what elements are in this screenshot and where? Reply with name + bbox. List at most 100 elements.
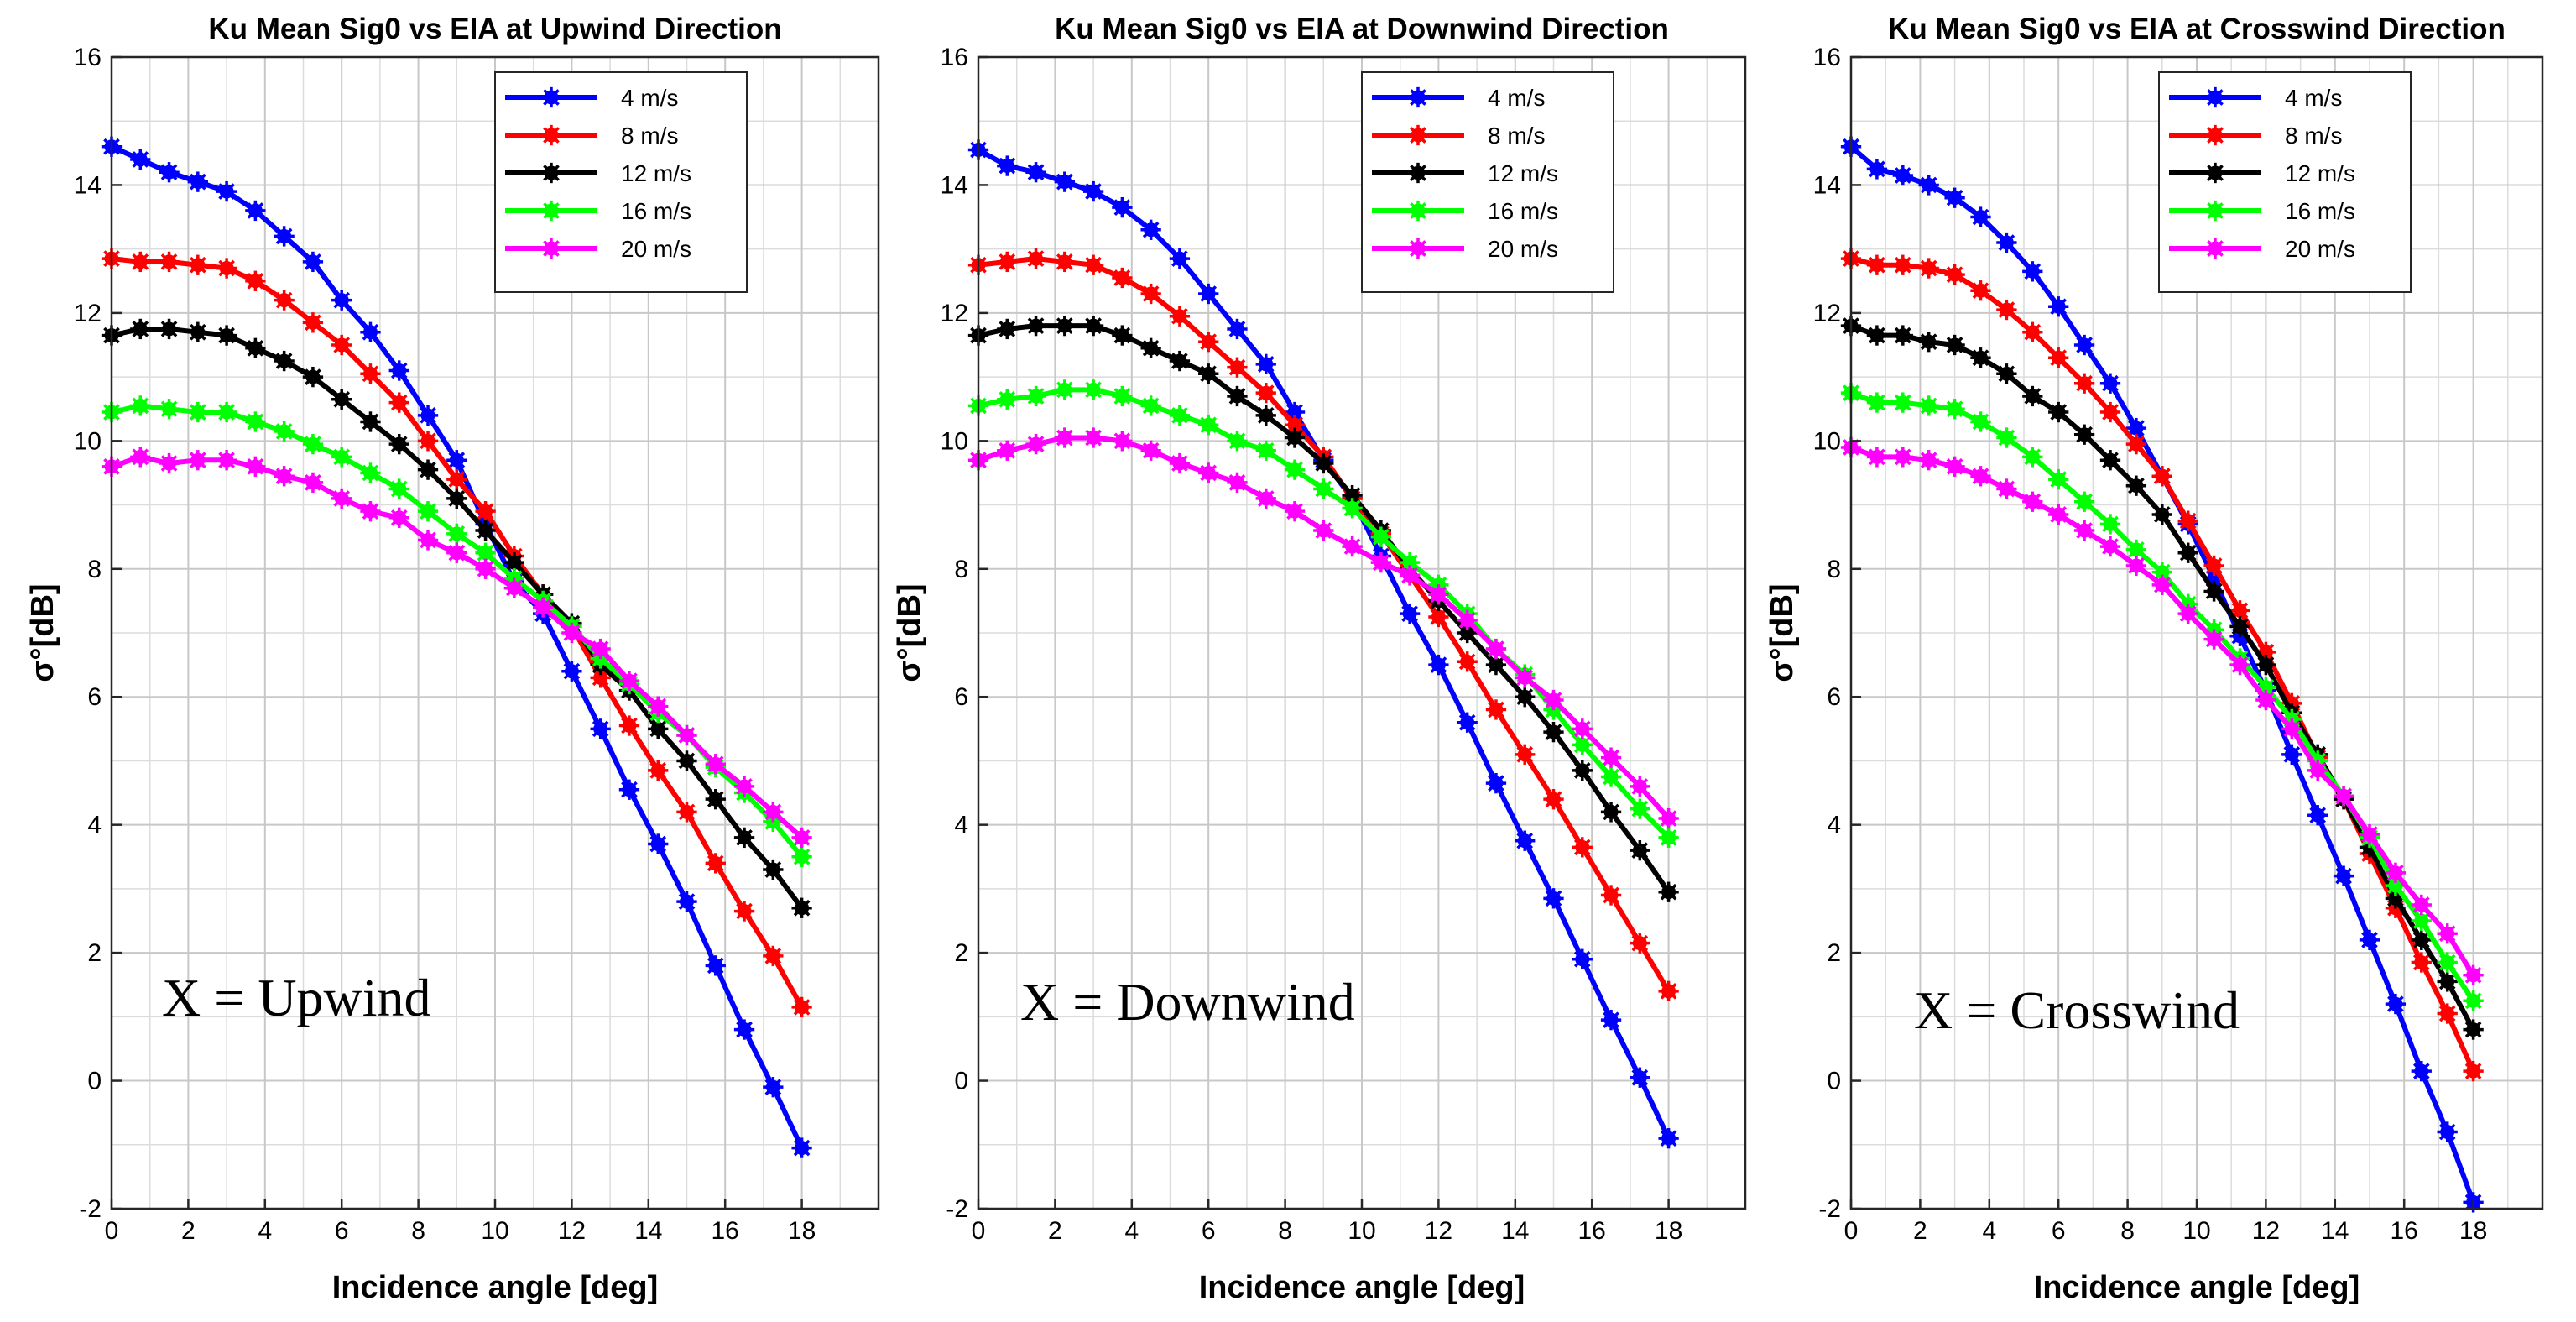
data-point: [2307, 760, 2328, 781]
data-point: [2073, 424, 2095, 445]
data-point: [1944, 456, 1965, 477]
data-point: [618, 671, 640, 692]
data-point: [2229, 654, 2250, 676]
data-point: [763, 945, 784, 967]
data-point: [1543, 721, 1564, 743]
data-point: [2177, 510, 2198, 531]
data-point: [1198, 332, 1219, 353]
data-point: [1025, 162, 1046, 183]
data-point: [791, 996, 812, 1018]
data-point: [2463, 964, 2484, 985]
data-point: [274, 226, 295, 247]
legend-label: 4 m/s: [621, 85, 678, 111]
data-point: [2099, 373, 2121, 394]
data-point: [331, 488, 352, 509]
data-point: [1543, 888, 1564, 909]
data-point: [1970, 411, 1991, 432]
data-point: [1428, 654, 1449, 676]
data-point: [1313, 452, 1334, 474]
data-point: [1485, 699, 1507, 720]
x-axis-label: Incidence angle [deg]: [1199, 1270, 1525, 1305]
data-point: [733, 827, 755, 849]
data-point: [648, 696, 669, 717]
y-tick-label: 0: [87, 1068, 102, 1095]
x-tick-label: 0: [105, 1217, 119, 1245]
x-tick-label: 16: [712, 1217, 739, 1245]
data-point: [590, 638, 611, 660]
data-point: [705, 754, 726, 775]
legend-item: 20 m/s: [505, 236, 691, 262]
x-tick-label: 16: [2391, 1217, 2418, 1245]
legend-item: 16 m/s: [1372, 198, 1558, 224]
data-point: [1399, 603, 1421, 624]
data-point: [388, 433, 409, 455]
data-point: [2411, 929, 2432, 951]
legend-marker: [540, 124, 562, 146]
legend-marker: [540, 238, 562, 259]
data-point: [676, 724, 697, 746]
data-point: [1572, 948, 1593, 969]
data-point: [1600, 802, 1622, 823]
data-point: [590, 718, 611, 739]
data-point: [2437, 971, 2458, 992]
legend-item: 12 m/s: [2169, 160, 2355, 186]
data-point: [1054, 427, 1075, 448]
data-point: [475, 558, 496, 579]
data-point: [1970, 206, 1991, 227]
data-point: [1227, 357, 1248, 378]
legend-label: 20 m/s: [1488, 236, 1558, 262]
data-point: [2151, 504, 2172, 525]
data-point: [1918, 395, 1939, 416]
data-point: [1918, 332, 1939, 353]
data-point: [187, 171, 208, 192]
legend-item: 16 m/s: [2169, 198, 2355, 224]
y-tick-label: 14: [941, 171, 968, 199]
y-tick-label: 8: [1827, 556, 1841, 583]
data-point: [1227, 385, 1248, 407]
data-point: [618, 715, 640, 736]
data-point: [1054, 251, 1075, 273]
data-point: [1112, 325, 1133, 346]
data-point: [1630, 798, 1650, 819]
data-point: [1169, 452, 1191, 474]
data-point: [475, 520, 496, 541]
data-point: [302, 312, 324, 333]
y-axis-label: σ°[dB]: [25, 583, 60, 682]
data-point: [2437, 1003, 2458, 1024]
data-point: [705, 789, 726, 810]
x-tick-label: 4: [258, 1217, 272, 1245]
data-point: [2281, 718, 2302, 739]
y-tick-label: 10: [74, 427, 102, 455]
data-point: [1600, 1009, 1622, 1031]
legend-box: [1361, 71, 1614, 293]
data-point: [1198, 283, 1219, 305]
data-point: [1112, 196, 1133, 218]
data-point: [705, 955, 726, 976]
data-point: [302, 472, 324, 494]
legend-marker: [1407, 238, 1429, 259]
x-tick-label: 18: [2459, 1217, 2487, 1245]
data-point: [503, 577, 524, 598]
data-point: [676, 802, 697, 823]
data-point: [1227, 431, 1248, 452]
data-point: [1658, 980, 1679, 1001]
data-point: [1370, 526, 1391, 547]
data-point: [302, 366, 324, 388]
data-point: [417, 501, 439, 522]
chart-title: Ku Mean Sig0 vs EIA at Crosswind Directi…: [1888, 13, 2506, 45]
data-point: [2411, 1060, 2432, 1082]
data-point: [2048, 347, 2069, 368]
data-point: [159, 251, 180, 273]
data-point: [1866, 254, 1888, 275]
data-point: [1370, 552, 1391, 573]
data-point: [446, 523, 467, 545]
series-group: [1840, 136, 2484, 1213]
data-point: [1918, 258, 1939, 279]
data-point: [302, 433, 324, 455]
data-point: [331, 290, 352, 311]
data-point: [1515, 744, 1536, 765]
data-point: [1025, 315, 1046, 337]
legend-box: [2158, 71, 2412, 293]
data-point: [1140, 440, 1161, 461]
